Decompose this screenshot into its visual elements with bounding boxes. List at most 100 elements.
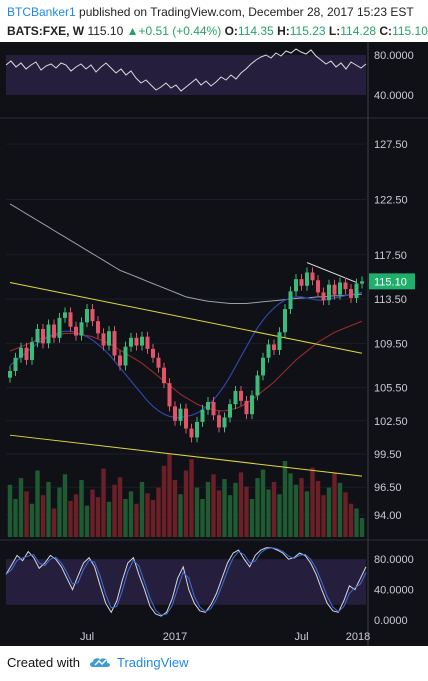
- candle-body: [41, 328, 45, 344]
- volume-bar: [359, 518, 365, 537]
- open-label: O:: [224, 24, 238, 38]
- candle-body: [162, 367, 166, 384]
- volume-bar: [260, 469, 266, 537]
- time-axis-label: Jul: [80, 631, 94, 643]
- volume-bar: [167, 453, 172, 537]
- volume-bar: [266, 489, 271, 537]
- volume-bar: [150, 499, 156, 537]
- price-tick-label: 96.50: [374, 482, 402, 494]
- price-tick-label: 127.50: [374, 139, 408, 151]
- candle-body: [52, 324, 56, 338]
- candle-body: [200, 409, 205, 422]
- chart-canvas[interactable]: 80.0000 40.0000 127.50 122.50 117.50 113.50 10…: [0, 42, 428, 646]
- volume-bar: [84, 505, 90, 537]
- volume-bar: [310, 467, 315, 537]
- candle-body: [360, 281, 364, 284]
- volume-bar: [101, 468, 106, 537]
- long-moving-average-line: [9, 203, 363, 304]
- candle-body: [123, 346, 128, 366]
- volume-bar: [156, 487, 161, 537]
- volume-bar: [123, 499, 128, 537]
- symbol-ohlc-line: BATS:FXE, W 115.10 ▲+0.51 (+0.44%) O:114…: [7, 24, 428, 38]
- symbol-label: BATS:FXE, W: [7, 24, 85, 38]
- candle-body: [305, 272, 309, 286]
- candle-body: [349, 289, 353, 298]
- volume-bar: [79, 480, 84, 537]
- candle-body: [354, 283, 359, 298]
- price-tick-label: 102.50: [374, 416, 408, 428]
- volume-bar: [299, 478, 304, 537]
- candle-body: [261, 357, 265, 376]
- volume-bar: [128, 491, 134, 537]
- candle-body: [156, 357, 161, 368]
- volume-bar: [326, 487, 332, 537]
- rsi-line: [5, 48, 367, 92]
- high-value: 115.23: [289, 24, 326, 38]
- chart-area[interactable]: 80.0000 40.0000 127.50 122.50 117.50 113.50 10…: [0, 42, 428, 646]
- candle-body: [13, 357, 18, 371]
- volume-bar: [35, 470, 40, 537]
- candle-body: [299, 279, 304, 286]
- low-label: L:: [328, 24, 341, 38]
- red-moving-average-line: [9, 320, 363, 412]
- candle-body: [90, 309, 95, 322]
- volume-bar: [7, 484, 13, 537]
- stochastic-tick-label: 40.0000: [374, 585, 414, 597]
- publication-line: BTCBanker1 published on TradingView.com,…: [7, 5, 414, 19]
- low-value: 114.28: [340, 24, 377, 38]
- candle-body: [63, 312, 67, 318]
- volume-bar: [18, 478, 24, 537]
- volume-bar: [183, 470, 189, 537]
- candle-body: [272, 344, 276, 350]
- volume-bar: [277, 494, 282, 537]
- blue-moving-average-line: [9, 291, 363, 419]
- volume-bar: [62, 474, 68, 537]
- last-price: 115.10: [87, 24, 124, 38]
- candle-body: [228, 404, 232, 418]
- volume-bar: [172, 480, 178, 537]
- rsi-tick-label: 80.0000: [374, 50, 414, 62]
- candle-body: [206, 401, 210, 410]
- volume-bar: [354, 508, 359, 537]
- candle-body: [167, 383, 172, 407]
- volume-bar: [13, 499, 18, 537]
- trendline: [9, 434, 363, 477]
- volume-bar: [90, 489, 95, 537]
- volume-bar: [57, 487, 62, 537]
- footer: Created with TradingView: [0, 646, 428, 681]
- candle-body: [68, 312, 73, 327]
- price-tick-label: 105.50: [374, 383, 408, 395]
- last-price-marker: [369, 273, 415, 290]
- stochastic-tick-label: 80.0000: [374, 554, 414, 566]
- volume-bar: [189, 459, 194, 537]
- price-tick-label: 94.00: [374, 510, 402, 522]
- close-value: 115.10: [392, 24, 428, 38]
- author-link[interactable]: BTCBanker1: [7, 5, 76, 19]
- candle-body: [30, 342, 34, 360]
- volume-bar: [337, 482, 343, 537]
- candle-body: [222, 417, 227, 428]
- tradingview-brand-link[interactable]: TradingView: [117, 655, 189, 670]
- price-tick-label: 109.50: [374, 338, 408, 350]
- candle-body: [332, 284, 337, 295]
- candle-body: [266, 344, 271, 358]
- candle-body: [140, 336, 144, 346]
- price-tick-label: 122.50: [374, 194, 408, 206]
- volume-bar: [249, 499, 255, 537]
- candle-body: [107, 331, 111, 346]
- candle-body: [151, 348, 155, 358]
- candle-body: [57, 317, 62, 338]
- candle-body: [85, 309, 89, 323]
- candle-body: [255, 375, 260, 396]
- candle-body: [112, 331, 117, 356]
- candle-body: [184, 408, 188, 429]
- candle-body: [288, 291, 293, 310]
- candle-body: [145, 336, 150, 349]
- volume-bar: [233, 482, 238, 537]
- candle-body: [35, 328, 40, 343]
- close-label: C:: [379, 24, 393, 38]
- candle-body: [195, 421, 199, 438]
- up-arrow-icon: ▲: [126, 24, 139, 38]
- volume-bar: [222, 479, 227, 537]
- volume-bar: [348, 503, 354, 537]
